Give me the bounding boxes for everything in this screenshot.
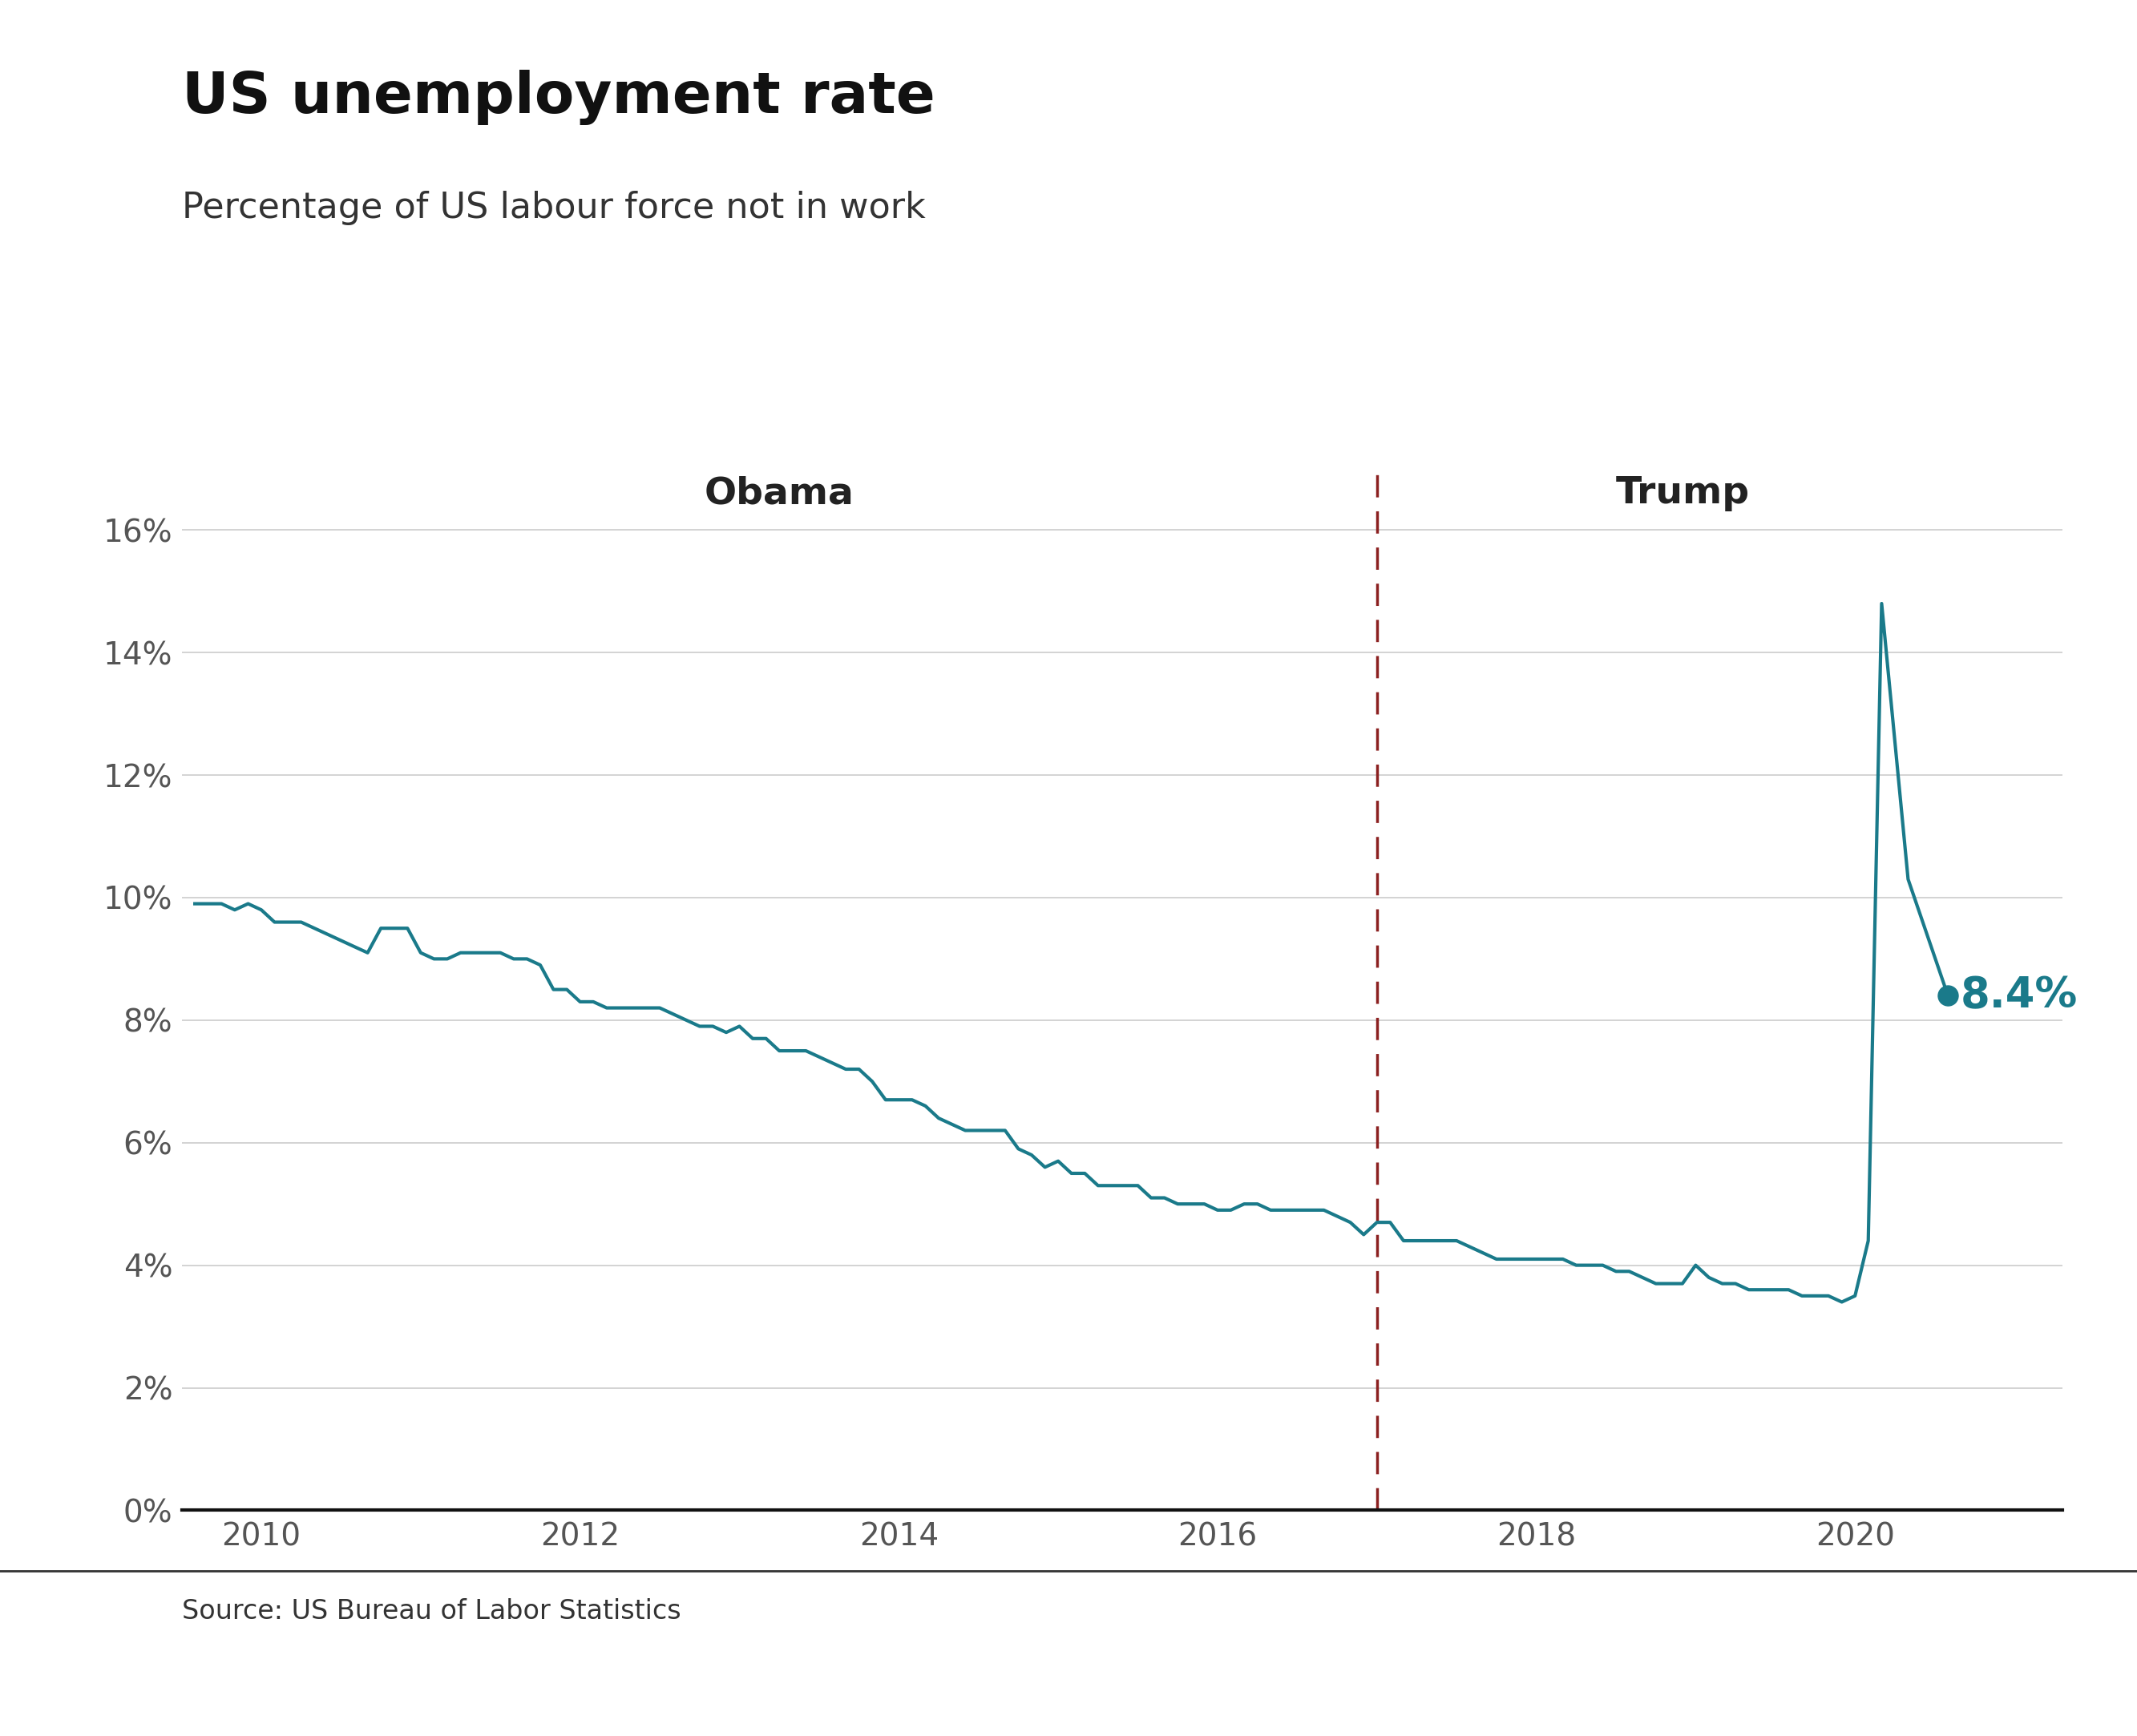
Text: Source: US Bureau of Labor Statistics: Source: US Bureau of Labor Statistics bbox=[182, 1597, 682, 1625]
Text: 8.4%: 8.4% bbox=[1960, 976, 2077, 1017]
Text: US unemployment rate: US unemployment rate bbox=[182, 69, 934, 125]
Text: Trump: Trump bbox=[1616, 476, 1750, 512]
Text: Obama: Obama bbox=[705, 476, 855, 512]
Text: BBC: BBC bbox=[1975, 1609, 2039, 1635]
Text: Percentage of US labour force not in work: Percentage of US labour force not in wor… bbox=[182, 191, 925, 226]
